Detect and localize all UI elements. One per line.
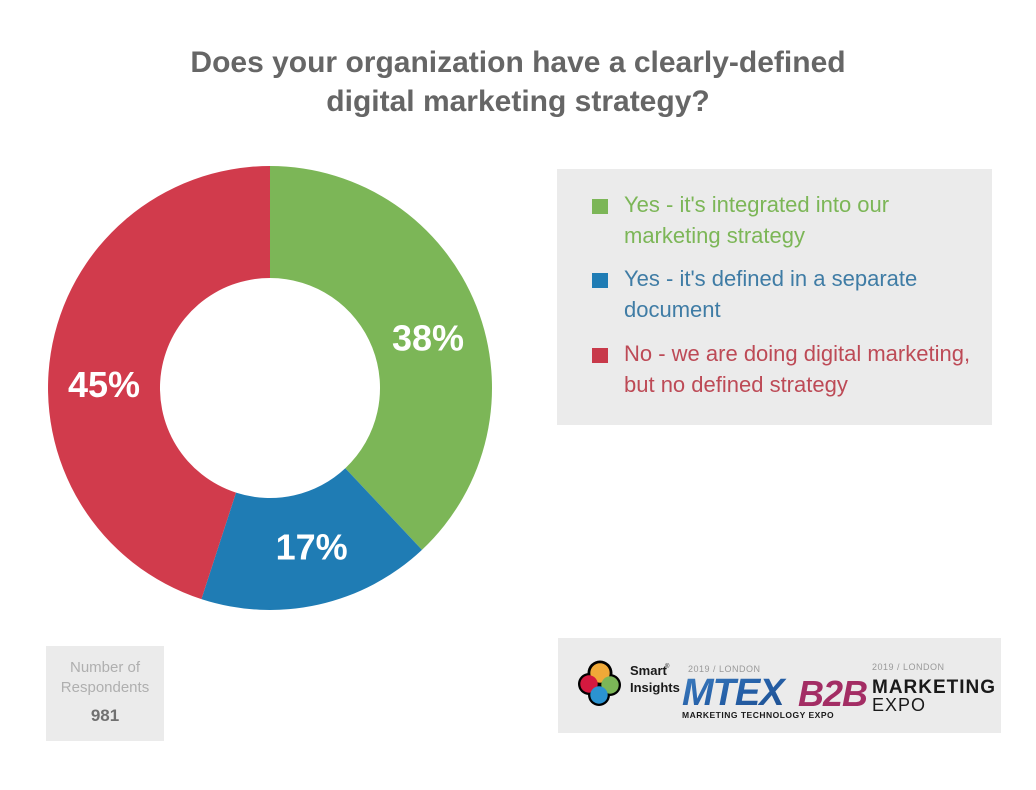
svg-text:EXPO: EXPO (872, 695, 926, 715)
svg-text:®: ® (665, 663, 670, 670)
svg-text:Insights: Insights (630, 680, 680, 695)
svg-text:Smart: Smart (630, 663, 668, 678)
svg-text:B2B: B2B (798, 673, 867, 714)
svg-text:17%: 17% (276, 527, 348, 568)
svg-text:2019 / LONDON: 2019 / LONDON (872, 662, 945, 672)
svg-text:MTEX: MTEX (682, 672, 787, 714)
svg-text:45%: 45% (68, 364, 140, 405)
svg-text:38%: 38% (392, 318, 464, 359)
